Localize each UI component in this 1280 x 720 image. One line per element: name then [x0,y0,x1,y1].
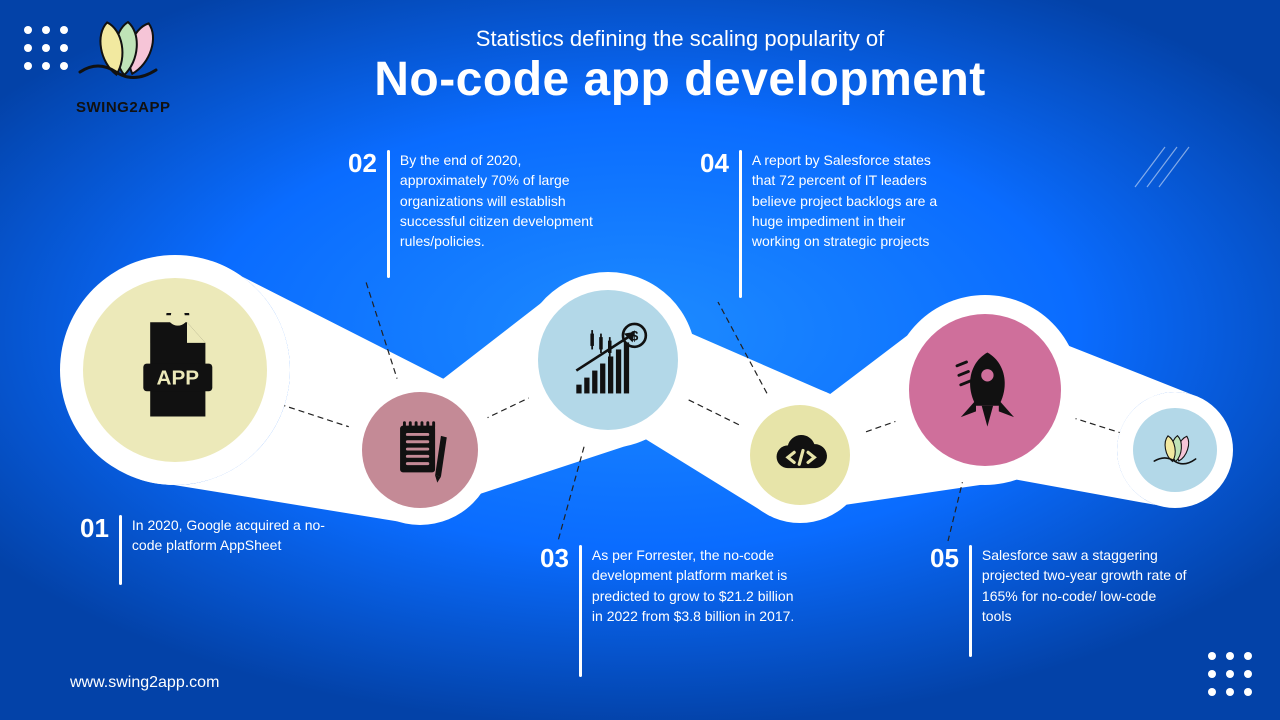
stat-01-text: In 2020, Google acquired a no-code platf… [132,515,337,585]
stat-04-number: 04 [700,150,729,298]
stat-05-number: 05 [930,545,959,657]
stat-01-number: 01 [80,515,109,585]
app-icon: APP [118,313,233,428]
node-n6-inner [1133,408,1217,492]
stat-03-divider [579,545,582,677]
node-n1-inner: APP [83,278,267,462]
growth-icon: $ [564,316,652,404]
stat-02-number: 02 [348,150,377,278]
stat-01-divider [119,515,122,585]
stat-05: 05Salesforce saw a staggering projected … [930,545,1187,657]
stat-04-text: A report by Salesforce states that 72 pe… [752,150,957,298]
node-n2-inner [362,392,478,508]
node-n1: APP [60,255,290,485]
stat-02: 02By the end of 2020, approximately 70% … [348,150,605,278]
footer-url: www.swing2app.com [70,674,219,692]
swirl-icon [1149,424,1202,477]
stat-02-text: By the end of 2020, approximately 70% of… [400,150,605,278]
node-n2 [345,375,495,525]
stat-01: 01 In 2020, Google acquired a no-code pla… [80,515,337,585]
stat-03-number: 03 [540,545,569,677]
node-n4-inner [750,405,850,505]
stat-04-divider [739,150,742,298]
rocket-icon [938,343,1033,438]
node-n5 [890,295,1080,485]
node-n3-inner: $ [538,290,678,430]
infographic-stage: SWING2APPStatistics defining the scaling… [0,0,1280,720]
svg-text:APP: APP [156,366,199,389]
stat-03-text: As per Forrester, the no-code developmen… [592,545,797,677]
node-n3: $ [520,272,696,448]
stat-04: 04A report by Salesforce states that 72 … [700,150,957,298]
node-n4 [732,387,868,523]
stat-02-divider [387,150,390,278]
stat-05-text: Salesforce saw a staggering projected tw… [982,545,1187,657]
notepad-icon [384,414,457,487]
node-n5-inner [909,314,1061,466]
stat-05-divider [969,545,972,657]
cloudcode-icon [769,424,832,487]
svg-text:$: $ [630,328,638,344]
node-n6 [1117,392,1233,508]
stat-03: 03As per Forrester, the no-code developm… [540,545,797,677]
